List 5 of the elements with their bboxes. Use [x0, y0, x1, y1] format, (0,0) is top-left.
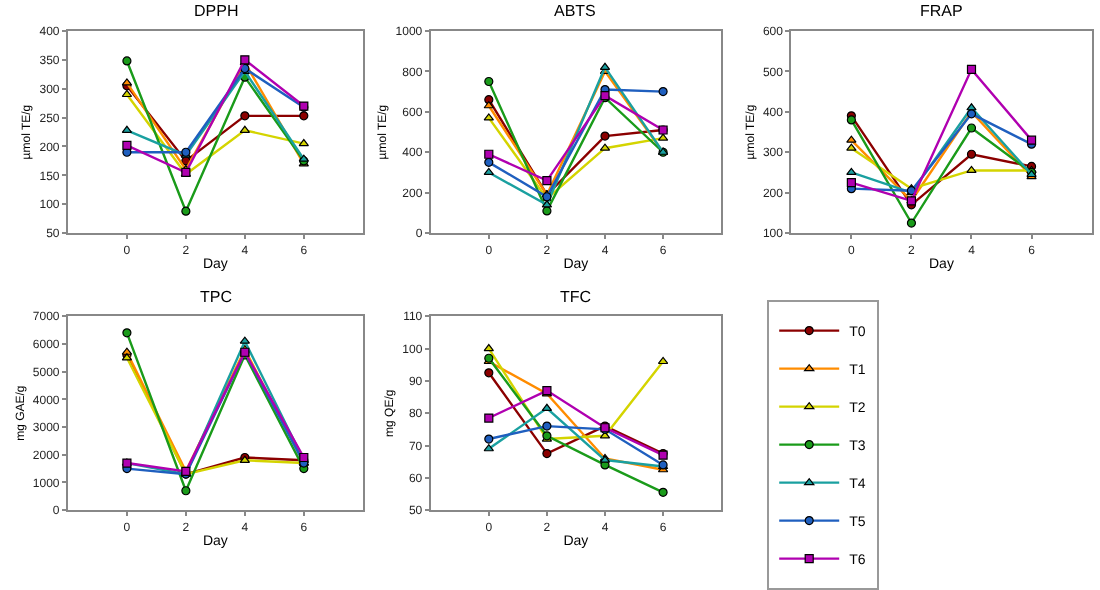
chart-title: ABTS [554, 2, 596, 20]
chart-title: FRAP [920, 2, 963, 20]
chart-title: DPPH [194, 2, 239, 20]
chart-title: TFC [560, 288, 592, 306]
chart-title: TPC [200, 288, 233, 306]
